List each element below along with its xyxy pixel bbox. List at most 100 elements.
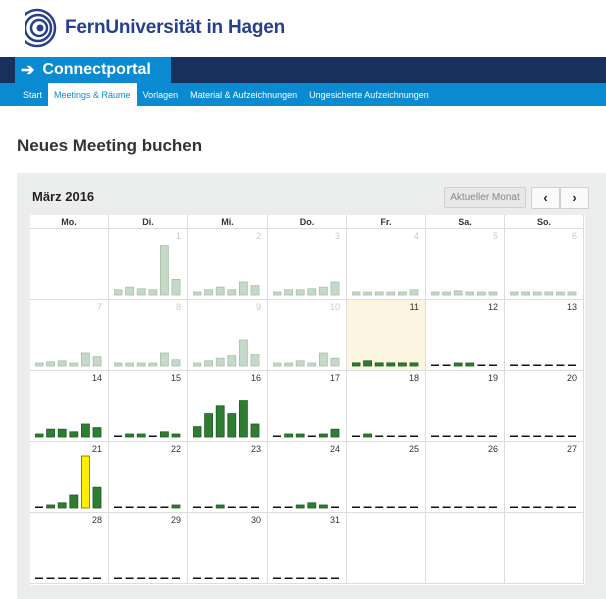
usage-bar	[295, 360, 305, 367]
usage-bar	[57, 360, 67, 367]
usage-bar-empty	[125, 506, 134, 508]
usage-bar-empty	[251, 506, 259, 508]
usage-bar-empty	[544, 506, 553, 508]
calendar-day[interactable]: 15	[109, 371, 188, 442]
usage-bar	[386, 362, 396, 367]
usage-bar	[148, 362, 158, 367]
usage-bar	[204, 289, 214, 296]
calendar-day[interactable]: 12	[426, 300, 505, 371]
usage-bar	[114, 362, 123, 367]
calendar-day[interactable]: 25	[347, 442, 426, 513]
usage-bar	[114, 289, 123, 296]
usage-bar	[319, 286, 328, 296]
calendar-day[interactable]: 22	[109, 442, 188, 513]
calendar-day[interactable]: 19	[426, 371, 505, 442]
prev-month-button[interactable]: ‹	[531, 187, 560, 209]
usage-bar	[330, 428, 340, 438]
usage-chart	[431, 506, 497, 508]
usage-bar	[193, 291, 202, 296]
usage-chart	[35, 423, 102, 438]
calendar-day[interactable]: 26	[426, 442, 505, 513]
usage-bar	[386, 291, 396, 296]
calendar-day[interactable]: 23	[188, 442, 268, 513]
calendar-day[interactable]: 31	[268, 513, 347, 584]
usage-bar-empty	[477, 435, 486, 437]
usage-bar-empty	[160, 506, 169, 508]
usage-bar-empty	[431, 364, 439, 366]
usage-bar-empty	[544, 435, 553, 437]
usage-bar	[544, 291, 554, 296]
nav-item[interactable]: Meetings & Räume	[48, 83, 137, 106]
day-number: 27	[566, 444, 577, 454]
calendar-day[interactable]: 21	[30, 442, 109, 513]
calendar-day[interactable]: 29	[109, 513, 188, 584]
portal-tab[interactable]: ➔ Connectportal	[15, 57, 171, 83]
calendar-day[interactable]: 1	[109, 229, 188, 300]
usage-bar-empty	[477, 364, 486, 366]
usage-bar	[81, 455, 90, 509]
calendar-day[interactable]: 17	[268, 371, 347, 442]
calendar-day[interactable]: 3	[268, 229, 347, 300]
usage-chart	[273, 352, 340, 367]
calendar-day[interactable]: 2	[188, 229, 268, 300]
calendar-month-title: März 2016	[32, 189, 95, 204]
brand[interactable]: FernUniversität in Hagen	[17, 8, 285, 48]
calendar-day[interactable]: 18	[347, 371, 426, 442]
calendar-day[interactable]: 14	[30, 371, 109, 442]
usage-bar	[250, 354, 260, 367]
usage-bar-empty	[521, 435, 530, 437]
calendar-day[interactable]: 7	[30, 300, 109, 371]
usage-chart	[273, 428, 340, 438]
calendar-day[interactable]: 10	[268, 300, 347, 371]
usage-bar	[215, 357, 225, 367]
current-month-button[interactable]: Aktueller Monat	[444, 187, 526, 208]
calendar-day[interactable]: 9	[188, 300, 268, 371]
usage-chart	[510, 435, 576, 437]
usage-bar	[92, 486, 102, 509]
calendar-day[interactable]: 6	[505, 229, 584, 300]
calendar-day[interactable]: 13	[505, 300, 584, 371]
calendar-day[interactable]: 20	[505, 371, 584, 442]
calendar-day[interactable]: 5	[426, 229, 505, 300]
usage-bar-empty	[148, 506, 157, 508]
calendar-day[interactable]: 27	[505, 442, 584, 513]
calendar-day[interactable]: 4	[347, 229, 426, 300]
usage-bar	[273, 362, 282, 367]
usage-bar	[465, 362, 475, 367]
usage-bar-empty	[489, 364, 497, 366]
usage-bar-empty	[442, 506, 451, 508]
usage-bar-empty	[556, 506, 565, 508]
usage-bar-empty	[35, 506, 43, 508]
nav-item[interactable]: Ungesicherte Aufzeichnungen	[309, 89, 429, 100]
usage-bar-empty	[114, 506, 122, 508]
usage-bar-empty	[58, 577, 67, 579]
usage-bar	[363, 291, 373, 296]
nav-item[interactable]: Vorlagen	[142, 89, 179, 100]
calendar-day[interactable]: 30	[188, 513, 268, 584]
calendar-day[interactable]: 16	[188, 371, 268, 442]
usage-bar	[398, 362, 407, 367]
calendar-day[interactable]: 24	[268, 442, 347, 513]
nav-item[interactable]: Material & Aufzeichnungen	[190, 89, 298, 100]
calendar: März 2016 Aktueller Monat ‹ › Mo. Di. Mi. D…	[17, 173, 606, 599]
nav-item[interactable]: Start	[23, 89, 43, 100]
day-number: 29	[170, 515, 181, 525]
usage-bar	[227, 355, 237, 367]
usage-bar-empty	[137, 506, 146, 508]
calendar-day[interactable]: 28	[30, 513, 109, 584]
usage-bar-empty	[568, 435, 576, 437]
usage-bar-empty	[386, 435, 395, 437]
usage-bar-empty	[319, 577, 328, 579]
calendar-day[interactable]: 8	[109, 300, 188, 371]
usage-chart	[114, 577, 180, 579]
usage-chart	[114, 504, 181, 509]
usage-bar	[239, 281, 248, 296]
portal-label: Connectportal	[42, 61, 151, 78]
usage-bar	[215, 286, 225, 296]
calendar-day	[505, 513, 584, 584]
calendar-day[interactable]: 11	[347, 300, 426, 371]
usage-chart	[35, 577, 101, 579]
next-month-button[interactable]: ›	[560, 187, 589, 209]
usage-bar	[330, 357, 340, 367]
usage-chart	[431, 435, 497, 437]
